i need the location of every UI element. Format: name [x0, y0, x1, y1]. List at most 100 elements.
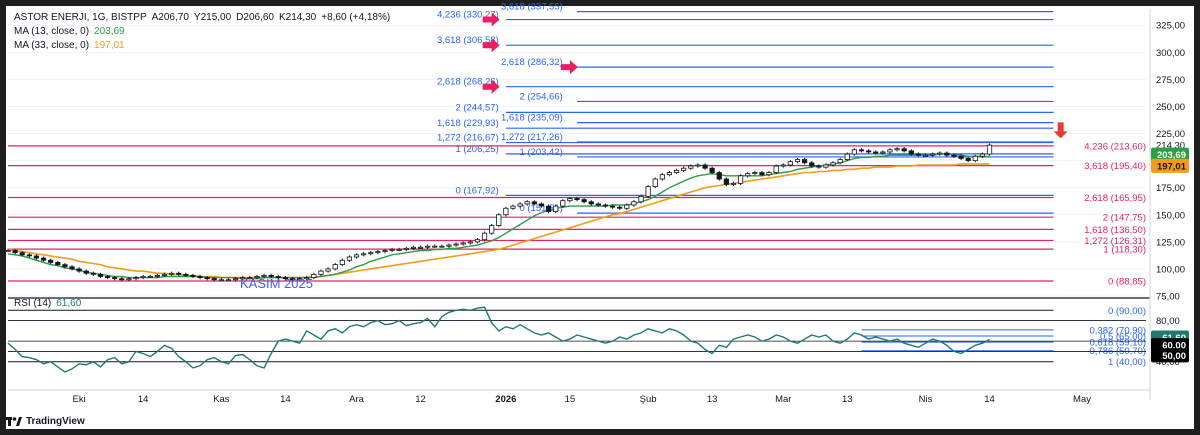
price-tick-label: 125,00: [1156, 237, 1185, 248]
ticker-low: D206,60: [236, 12, 274, 23]
ma13-label: MA (13, close, 0): [14, 26, 90, 37]
time-tick-label: 14: [984, 394, 995, 405]
candle-body: [894, 148, 900, 151]
candle-body: [297, 278, 303, 281]
candle-body: [787, 161, 793, 166]
time-tick-label: Şub: [640, 394, 657, 405]
time-tick-label: Nis: [919, 394, 933, 405]
candle-body: [439, 245, 445, 248]
candle-body: [26, 254, 32, 257]
rsi-tick-label: 80,00: [1156, 316, 1180, 327]
candle-body: [368, 252, 374, 255]
down-arrow-icon: [1053, 122, 1068, 139]
ma33-value: 197,01: [94, 40, 125, 51]
candle-body: [353, 254, 360, 258]
candle-body: [702, 164, 708, 169]
fib-level-label: 4,236 (213,60): [1084, 141, 1146, 152]
candle-body: [389, 249, 395, 251]
candle-body: [503, 207, 509, 216]
time-tick-label: Eki: [73, 394, 86, 405]
tradingview-logo[interactable]: TradingView: [6, 416, 85, 427]
candle-body: [524, 201, 530, 205]
candle-body: [268, 275, 274, 277]
candle-body: [709, 167, 715, 173]
ma13-legend[interactable]: MA (13, close, 0) 203,69: [14, 26, 130, 37]
fib-level-label: 2,618 (286,32): [501, 57, 563, 68]
candle-body: [759, 172, 765, 176]
price-tick-label: 275,00: [1156, 75, 1185, 86]
candle-body: [140, 276, 146, 278]
candle-body: [816, 165, 822, 168]
ticker-title[interactable]: ASTOR ENERJI, 1G, BISTPP: [14, 12, 147, 23]
candle-body: [90, 272, 96, 275]
rsi-line: [7, 306, 990, 373]
candle-body: [154, 275, 160, 277]
ma13-price-tag-bg: [1151, 147, 1189, 162]
candle-body: [232, 278, 239, 281]
candle-body: [688, 165, 694, 169]
right-arrow-icon: [482, 79, 500, 94]
candle-body: [887, 149, 893, 153]
rsi-60-tag-text: 60,00: [1162, 341, 1186, 352]
fib-level-label: 1 (118,30): [1103, 245, 1146, 256]
candle-body: [659, 174, 665, 180]
candle-body: [730, 182, 737, 185]
candle-body: [453, 243, 459, 246]
ma13-price-tag-text: 203,69: [1157, 150, 1186, 161]
candle-body: [62, 264, 68, 268]
candle-body: [901, 148, 907, 152]
fib-level-label: 1,272 (217,26): [501, 132, 563, 143]
rsi-50-tag-bg: [1151, 348, 1189, 363]
candle-body: [147, 276, 153, 278]
fib-level-label: 2 (244,57): [455, 102, 498, 113]
candle-body: [723, 178, 729, 185]
ma33-label: MA (33, close, 0): [14, 40, 90, 51]
ma33-legend[interactable]: MA (33, close, 0) 197,01: [14, 40, 130, 51]
candle-body: [823, 164, 829, 168]
candle-body: [346, 256, 353, 261]
price-tick-label: 250,00: [1156, 102, 1185, 113]
candle-body: [211, 278, 217, 281]
candle-body: [780, 164, 786, 167]
candle-body: [304, 277, 310, 280]
fib-levels: 3,618 (337,55)4,236 (330,27) 3,618 (306,5…: [8, 2, 1146, 288]
candle-body: [666, 172, 673, 176]
candle-body: [588, 201, 594, 205]
candle-body: [382, 250, 388, 252]
candle-body: [794, 159, 801, 163]
candle-body: [40, 257, 47, 261]
fib-level-label: 2,618 (165,95): [1084, 193, 1146, 204]
fib-level-label: 3,618 (306,58): [437, 35, 499, 46]
right-arrow-icon: [482, 12, 500, 27]
price-tick-label: 75,00: [1156, 292, 1180, 303]
candle-body: [866, 150, 872, 153]
candle-body: [55, 262, 61, 265]
candle-body: [873, 151, 879, 154]
annotation-arrows: [482, 12, 1068, 139]
candle-body: [624, 204, 630, 209]
candle-body: [325, 268, 331, 272]
candle-body: [802, 159, 808, 164]
candle-body: [474, 239, 481, 243]
candle-body: [560, 200, 566, 207]
rsi-50-tag-text: 50,00: [1162, 351, 1186, 362]
rsi-level-label: 0,382 (70,90): [1089, 325, 1146, 336]
candle-body: [5, 250, 11, 252]
candle-body: [581, 199, 587, 203]
candle-body: [844, 153, 850, 160]
fib-level-label: 1,272 (216,67): [437, 133, 499, 144]
rsi-tick-label: 40,00: [1156, 357, 1180, 368]
candle-body: [986, 144, 993, 155]
candle-body: [467, 241, 473, 244]
price-tick-label: 175,00: [1156, 183, 1185, 194]
ticker-close: K214,30: [278, 12, 317, 23]
time-tick-label: 15: [565, 394, 576, 405]
time-tick-label: 14: [280, 394, 291, 405]
candle-body: [965, 158, 971, 162]
candles: [5, 143, 993, 282]
candle-body: [460, 242, 466, 245]
rsi-legend[interactable]: RSI (14) 61,60: [14, 298, 86, 309]
candle-body: [481, 232, 488, 241]
candle-body: [133, 277, 139, 280]
